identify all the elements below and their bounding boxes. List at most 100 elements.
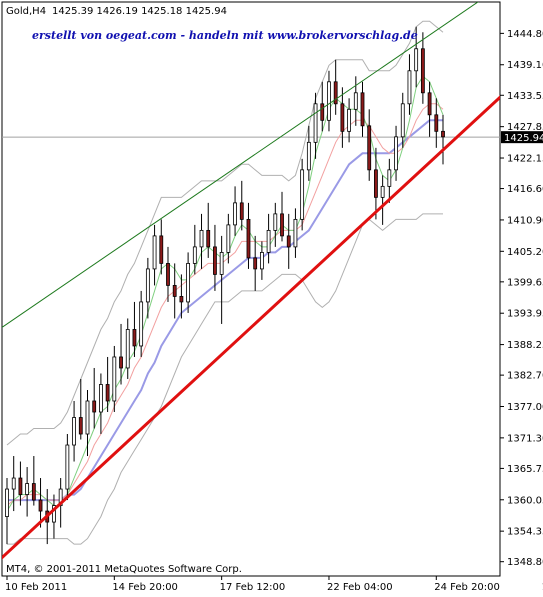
x-tick-label: 17 Feb 12:00 <box>220 582 286 593</box>
candle <box>434 98 439 148</box>
candle <box>327 70 331 132</box>
candle <box>166 246 170 302</box>
candle-body <box>239 202 244 220</box>
y-tick-label: 1365.75 <box>507 464 543 475</box>
x-axis: 10 Feb 2011 14 Feb 20:00 17 Feb 12:00 22 Fe… <box>5 576 543 593</box>
candle <box>192 224 197 275</box>
candle-body <box>387 169 392 187</box>
x-tick-label: 1 Mar 12:00 <box>542 582 543 593</box>
y-tick-label: 1360.05 <box>507 495 543 506</box>
candle-body <box>380 185 385 198</box>
candle-body <box>427 92 432 116</box>
current-price-label: 1425.94 <box>504 133 543 144</box>
candle-body <box>159 235 164 264</box>
candle <box>420 32 425 104</box>
candle <box>266 213 271 264</box>
candle-body <box>360 92 365 127</box>
candle <box>333 59 338 115</box>
candle <box>65 434 70 501</box>
candle <box>340 87 345 148</box>
candle-body <box>72 417 76 446</box>
candle <box>400 92 405 148</box>
y-tick-label: 1354.35 <box>507 527 543 538</box>
candle-body <box>78 417 83 435</box>
candle-body <box>11 477 16 490</box>
y-tick-label: 1444.80 <box>507 29 543 40</box>
candle-body <box>145 268 150 303</box>
candle-body <box>246 218 251 259</box>
candle-body <box>400 103 405 138</box>
candle-body <box>233 202 237 226</box>
current-price-box <box>501 131 543 144</box>
candle <box>414 26 419 88</box>
candle-body <box>199 229 204 248</box>
candle <box>306 125 311 181</box>
candle-body <box>300 169 305 220</box>
candle <box>159 219 164 275</box>
candle <box>233 186 237 236</box>
upper-channel-line <box>2 2 479 328</box>
candle-body <box>58 488 63 506</box>
candle-body <box>327 81 331 121</box>
y-tick-label: 1405.20 <box>507 247 543 258</box>
candle <box>132 301 137 357</box>
candle <box>441 114 445 165</box>
candle <box>78 378 83 440</box>
y-tick-label: 1439.10 <box>507 60 543 71</box>
candle-body <box>286 235 291 248</box>
candle-body <box>434 114 439 132</box>
candle-body <box>99 384 103 413</box>
candle-body <box>38 499 43 512</box>
candle <box>253 235 258 291</box>
candle-body <box>92 400 97 413</box>
candle <box>152 224 157 286</box>
candle-body <box>306 141 311 171</box>
bollinger-lower-line <box>7 213 443 545</box>
candle <box>387 158 392 203</box>
y-tick-label: 1377.00 <box>507 402 543 413</box>
candle <box>25 467 30 517</box>
candle-body <box>119 356 123 369</box>
candle-body <box>394 136 398 171</box>
candle-body <box>441 130 445 138</box>
candle-body <box>266 229 271 253</box>
candle <box>226 213 231 264</box>
chart-header-ohlc: 1425.39 1426.19 1425.18 1425.94 <box>52 6 227 17</box>
promo-text: erstellt von oegeat.com - handeln mit ww… <box>32 29 418 42</box>
candle-body <box>132 329 137 347</box>
candle <box>172 263 177 319</box>
candle <box>394 125 398 181</box>
y-tick-label: 1410.90 <box>507 215 543 226</box>
candle-body <box>25 483 30 495</box>
candle-body <box>374 169 378 198</box>
candle-body <box>420 48 425 94</box>
y-tick-label: 1348.80 <box>507 557 543 568</box>
candle <box>347 98 351 143</box>
copyright-text: MT4, © 2001-2011 MetaQuotes Software Cor… <box>6 564 242 575</box>
candle <box>206 202 211 258</box>
candle <box>219 235 224 324</box>
candle-body <box>273 213 278 231</box>
candle <box>18 461 23 506</box>
candle-body <box>31 483 36 501</box>
candle <box>367 109 372 181</box>
candle-body <box>85 400 90 435</box>
candle <box>427 81 432 137</box>
y-tick-label: 1427.85 <box>507 122 543 133</box>
candle-body <box>414 48 419 72</box>
candle <box>112 345 117 412</box>
candle-body <box>112 356 117 402</box>
y-tick-label: 1399.65 <box>507 277 543 288</box>
candle <box>313 92 318 159</box>
y-tick-label: 1393.95 <box>507 309 543 320</box>
support-trend-line <box>2 95 500 560</box>
bollinger-upper-line <box>6 20 444 446</box>
y-tick-label: 1371.30 <box>507 433 543 444</box>
candle-body <box>139 301 144 347</box>
candle-body <box>18 477 23 495</box>
y-tick-label: 1433.55 <box>507 91 543 102</box>
candle-body <box>313 103 318 143</box>
candle <box>213 224 217 291</box>
candle <box>72 400 76 462</box>
